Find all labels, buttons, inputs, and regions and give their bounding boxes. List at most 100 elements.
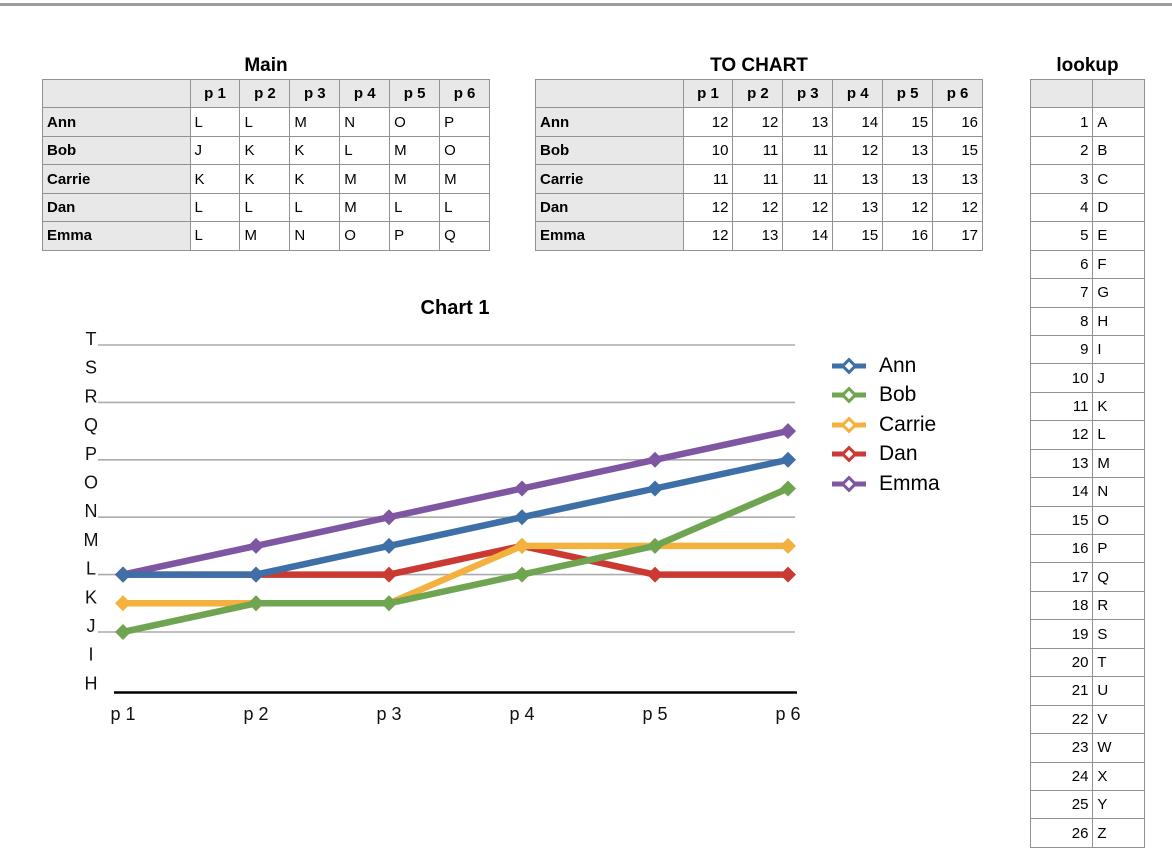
- lookup-number-cell[interactable]: 20: [1029, 647, 1094, 678]
- lookup-number-cell[interactable]: 19: [1029, 619, 1094, 649]
- corner-cell[interactable]: [42, 78, 191, 109]
- lookup-letter-cell[interactable]: I: [1092, 334, 1145, 365]
- lookup-letter-cell[interactable]: H: [1092, 306, 1145, 336]
- lookup-number-cell[interactable]: 8: [1029, 306, 1094, 336]
- corner-cell[interactable]: [535, 78, 684, 109]
- table-cell[interactable]: L: [439, 192, 490, 223]
- lookup-number-cell[interactable]: 23: [1029, 733, 1094, 763]
- table-cell[interactable]: M: [389, 135, 441, 166]
- table-cell[interactable]: 16: [882, 221, 934, 251]
- table-cell[interactable]: Q: [439, 221, 490, 251]
- lookup-letter-cell[interactable]: A: [1092, 107, 1145, 137]
- lookup-letter-cell[interactable]: G: [1092, 278, 1145, 308]
- table-cell[interactable]: 16: [932, 107, 983, 137]
- lookup-number-cell[interactable]: 10: [1029, 363, 1094, 393]
- lookup-letter-cell[interactable]: T: [1092, 647, 1145, 678]
- lookup-number-cell[interactable]: 1: [1029, 107, 1094, 137]
- lookup-number-cell[interactable]: 5: [1029, 221, 1094, 251]
- row-header[interactable]: Carrie: [535, 164, 684, 194]
- column-header[interactable]: p 4: [339, 78, 391, 109]
- table-cell[interactable]: L: [189, 221, 241, 251]
- row-header[interactable]: Emma: [535, 221, 684, 251]
- lookup-number-cell[interactable]: 9: [1029, 334, 1094, 365]
- lookup-letter-cell[interactable]: B: [1092, 135, 1145, 166]
- table-cell[interactable]: 12: [682, 221, 734, 251]
- table-cell[interactable]: N: [289, 221, 341, 251]
- row-header[interactable]: Ann: [535, 107, 684, 137]
- lookup-number-cell[interactable]: 6: [1029, 249, 1094, 280]
- table-cell[interactable]: K: [289, 164, 341, 194]
- table-cell[interactable]: 13: [932, 164, 983, 194]
- corner-cell[interactable]: [1092, 78, 1145, 109]
- lookup-number-cell[interactable]: 11: [1029, 391, 1094, 422]
- row-header[interactable]: Emma: [42, 221, 191, 251]
- table-cell[interactable]: 12: [682, 192, 734, 223]
- table-cell[interactable]: 13: [782, 107, 834, 137]
- lookup-number-cell[interactable]: 18: [1029, 590, 1094, 621]
- table-cell[interactable]: 14: [782, 221, 834, 251]
- table-cell[interactable]: N: [339, 107, 391, 137]
- lookup-number-cell[interactable]: 2: [1029, 135, 1094, 166]
- table-cell[interactable]: J: [189, 135, 241, 166]
- table-cell[interactable]: L: [339, 135, 391, 166]
- table-cell[interactable]: 15: [882, 107, 934, 137]
- table-cell[interactable]: 12: [682, 107, 734, 137]
- column-header[interactable]: p 2: [239, 78, 291, 109]
- row-header[interactable]: Dan: [535, 192, 684, 223]
- table-cell[interactable]: O: [339, 221, 391, 251]
- table-cell[interactable]: M: [339, 192, 391, 223]
- lookup-letter-cell[interactable]: E: [1092, 221, 1145, 251]
- table-cell[interactable]: O: [439, 135, 490, 166]
- table-cell[interactable]: P: [389, 221, 441, 251]
- lookup-number-cell[interactable]: 12: [1029, 420, 1094, 450]
- table-cell[interactable]: L: [389, 192, 441, 223]
- table-cell[interactable]: M: [289, 107, 341, 137]
- table-cell[interactable]: K: [239, 164, 291, 194]
- table-cell[interactable]: L: [289, 192, 341, 223]
- lookup-number-cell[interactable]: 7: [1029, 278, 1094, 308]
- table-cell[interactable]: 12: [732, 107, 784, 137]
- lookup-number-cell[interactable]: 26: [1029, 818, 1094, 848]
- lookup-number-cell[interactable]: 16: [1029, 533, 1094, 564]
- row-header[interactable]: Ann: [42, 107, 191, 137]
- lookup-letter-cell[interactable]: R: [1092, 590, 1145, 621]
- table-cell[interactable]: L: [189, 107, 241, 137]
- table-cell[interactable]: M: [439, 164, 490, 194]
- lookup-number-cell[interactable]: 24: [1029, 761, 1094, 791]
- column-header[interactable]: p 1: [682, 78, 734, 109]
- row-header[interactable]: Bob: [535, 135, 684, 166]
- table-cell[interactable]: P: [439, 107, 490, 137]
- column-header[interactable]: p 5: [882, 78, 934, 109]
- table-cell[interactable]: K: [189, 164, 241, 194]
- lookup-letter-cell[interactable]: K: [1092, 391, 1145, 422]
- lookup-letter-cell[interactable]: Q: [1092, 562, 1145, 592]
- lookup-letter-cell[interactable]: O: [1092, 505, 1145, 536]
- lookup-letter-cell[interactable]: M: [1092, 448, 1145, 479]
- corner-cell[interactable]: [1029, 78, 1094, 109]
- table-cell[interactable]: 13: [882, 164, 934, 194]
- lookup-letter-cell[interactable]: Y: [1092, 789, 1145, 820]
- table-cell[interactable]: K: [239, 135, 291, 166]
- row-header[interactable]: Dan: [42, 192, 191, 223]
- column-header[interactable]: p 6: [932, 78, 983, 109]
- lookup-letter-cell[interactable]: D: [1092, 192, 1145, 223]
- table-cell[interactable]: 11: [782, 164, 834, 194]
- table-cell[interactable]: 14: [832, 107, 884, 137]
- lookup-letter-cell[interactable]: P: [1092, 533, 1145, 564]
- lookup-number-cell[interactable]: 3: [1029, 164, 1094, 194]
- row-header[interactable]: Bob: [42, 135, 191, 166]
- lookup-letter-cell[interactable]: V: [1092, 704, 1145, 735]
- lookup-letter-cell[interactable]: J: [1092, 363, 1145, 393]
- table-cell[interactable]: O: [389, 107, 441, 137]
- column-header[interactable]: p 3: [782, 78, 834, 109]
- table-cell[interactable]: L: [239, 192, 291, 223]
- lookup-letter-cell[interactable]: Z: [1092, 818, 1145, 848]
- lookup-letter-cell[interactable]: S: [1092, 619, 1145, 649]
- table-cell[interactable]: 15: [932, 135, 983, 166]
- column-header[interactable]: p 2: [732, 78, 784, 109]
- lookup-number-cell[interactable]: 25: [1029, 789, 1094, 820]
- lookup-letter-cell[interactable]: L: [1092, 420, 1145, 450]
- table-cell[interactable]: 12: [832, 135, 884, 166]
- lookup-number-cell[interactable]: 22: [1029, 704, 1094, 735]
- table-cell[interactable]: 12: [932, 192, 983, 223]
